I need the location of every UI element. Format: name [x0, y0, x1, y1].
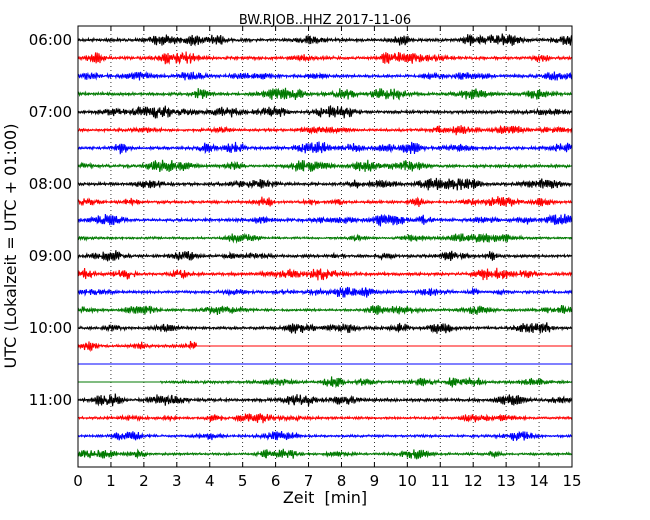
- x-tick-label: 15: [562, 472, 581, 490]
- trace-0645: [77, 87, 573, 101]
- x-tick-label: 3: [172, 472, 182, 490]
- trace-1000: [77, 322, 573, 334]
- y-tick-label: 07:00: [29, 103, 72, 121]
- x-tick-label: 2: [139, 472, 149, 490]
- trace-0600: [77, 33, 573, 47]
- y-axis-label: UTC (Lokalzeit = UTC + 01:00): [1, 124, 20, 369]
- y-tick-label: 11:00: [29, 391, 72, 409]
- grid-lines: [110, 26, 540, 467]
- trace-0730: [77, 141, 573, 155]
- trace-1015: [77, 340, 572, 353]
- trace-0715: [77, 124, 573, 136]
- x-tick-label: 0: [73, 472, 83, 490]
- trace-0900: [77, 250, 573, 262]
- x-tick-label: 4: [205, 472, 215, 490]
- y-tick-label: 06:00: [29, 31, 72, 49]
- y-tick-label: 10:00: [29, 319, 72, 337]
- x-tick-label: 1: [106, 472, 116, 490]
- x-tick-label: 9: [370, 472, 380, 490]
- trace-0945: [77, 305, 573, 315]
- trace-0800: [77, 177, 573, 191]
- x-tick-label: 10: [398, 472, 417, 490]
- trace-0615: [77, 51, 573, 65]
- trace-0845: [77, 232, 572, 244]
- trace-0700: [77, 105, 573, 119]
- chart-title: BW.RJOB..HHZ 2017-11-06: [239, 13, 411, 28]
- trace-0930: [77, 286, 573, 298]
- x-tick-label: 14: [530, 472, 549, 490]
- x-tick-label: 13: [497, 472, 516, 490]
- x-tick-label: 12: [464, 472, 483, 490]
- axes-frame: [77, 25, 573, 468]
- trace-0630: [77, 70, 573, 81]
- x-tick-label: 8: [337, 472, 347, 490]
- trace-0745: [77, 159, 573, 173]
- trace-1145: [77, 448, 573, 460]
- trace-0830: [77, 213, 573, 227]
- trace-1045: [78, 376, 573, 389]
- seismogram-traces: [77, 33, 573, 460]
- trace-1100: [77, 393, 573, 407]
- trace-1130: [77, 430, 573, 442]
- trace-1115: [77, 412, 573, 424]
- x-axis-label: Zeit [min]: [283, 488, 367, 507]
- trace-0915: [77, 267, 573, 281]
- y-tick-label: 09:00: [29, 247, 72, 265]
- trace-0815: [77, 196, 573, 208]
- axis-ticks: 0 1 2 3 4 5 6 7 8 9 10 11 12 13 14 1506:0007:0008:0009:…: [29, 26, 582, 490]
- x-tick-label: 6: [271, 472, 281, 490]
- x-tick-label: 5: [238, 472, 248, 490]
- x-tick-label: 7: [304, 472, 314, 490]
- x-tick-label: 11: [431, 472, 450, 490]
- y-tick-label: 08:00: [29, 175, 72, 193]
